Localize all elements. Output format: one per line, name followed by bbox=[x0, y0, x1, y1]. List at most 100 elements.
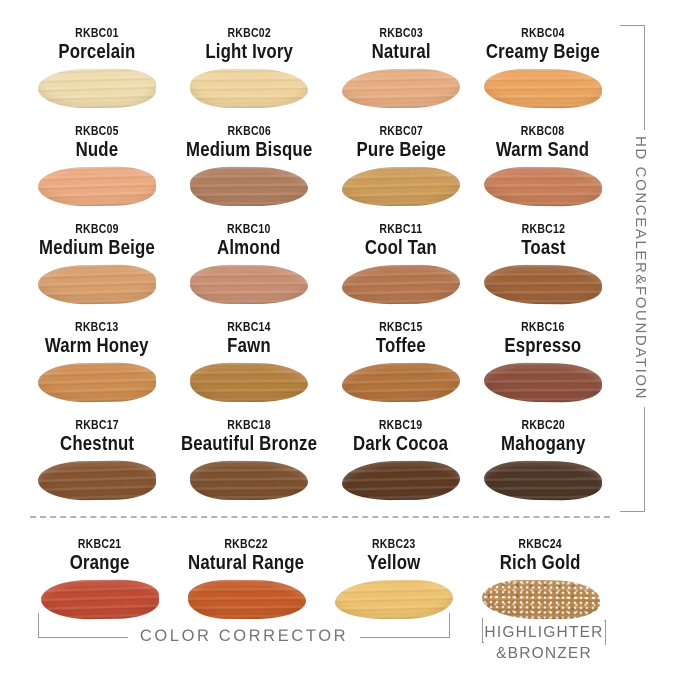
shade-swatch bbox=[341, 264, 461, 305]
shade-swatch bbox=[37, 68, 157, 109]
shade-cell: RKBC09 Medium Beige bbox=[26, 216, 168, 314]
section-divider-dashed-line bbox=[30, 516, 610, 518]
shade-code: RKBC01 bbox=[75, 26, 119, 40]
shade-swatch bbox=[37, 264, 157, 305]
shade-code: RKBC06 bbox=[227, 124, 271, 138]
shade-code: RKBC05 bbox=[75, 124, 119, 138]
shade-swatch bbox=[341, 166, 461, 207]
shade-code: RKBC10 bbox=[227, 222, 271, 236]
shade-name: Nude bbox=[75, 139, 119, 161]
shade-cell: RKBC07 Pure Beige bbox=[330, 118, 472, 216]
shade-name: Warm Sand bbox=[496, 139, 590, 161]
shade-name: Fawn bbox=[227, 335, 271, 357]
shade-name: Creamy Beige bbox=[485, 41, 601, 63]
shade-cell: RKBC10 Almond bbox=[168, 216, 330, 314]
shade-swatch bbox=[187, 579, 306, 620]
group-bracket-color-corrector: COLOR CORRECTOR bbox=[38, 612, 451, 650]
bracket-line-left bbox=[38, 612, 128, 638]
shade-name: Toffee bbox=[375, 335, 427, 357]
shade-cell: RKBC03 Natural bbox=[330, 20, 472, 118]
shade-swatch bbox=[483, 264, 603, 305]
shade-swatch bbox=[481, 579, 600, 620]
shade-code: RKBC24 bbox=[518, 537, 563, 551]
bracket-line-bottom bbox=[620, 406, 645, 513]
shade-cell: RKBC13 Warm Honey bbox=[26, 314, 168, 412]
shade-name: Porcelain bbox=[58, 41, 136, 63]
concealer-foundation-grid: RKBC01 Porcelain RKBC02 Light Ivory RKBC… bbox=[26, 20, 614, 510]
shade-cell: RKBC06 Medium Bisque bbox=[168, 118, 330, 216]
bracket-line-top bbox=[620, 25, 645, 131]
shade-cell: RKBC22 Natural Range bbox=[173, 531, 320, 629]
group-label-concealer-foundation: HD CONCEALER&FOUNDATION bbox=[632, 136, 649, 401]
shade-code: RKBC07 bbox=[379, 124, 423, 138]
shade-name: Pure Beige bbox=[356, 139, 446, 161]
corrector-highlighter-grid: RKBC21 Orange RKBC22 Natural Range RKBC2… bbox=[26, 531, 614, 629]
shade-code: RKBC13 bbox=[75, 320, 119, 334]
shade-name: Yellow bbox=[366, 552, 421, 574]
shade-cell: RKBC14 Fawn bbox=[168, 314, 330, 412]
shade-name: Warm Honey bbox=[45, 335, 149, 357]
shade-code: RKBC14 bbox=[227, 320, 271, 334]
group-bracket-concealer-foundation: HD CONCEALER&FOUNDATION bbox=[620, 25, 649, 513]
shade-name: Espresso bbox=[504, 335, 582, 357]
shade-name: Rich Gold bbox=[500, 552, 581, 574]
shade-swatch bbox=[341, 362, 461, 403]
shade-name: Toast bbox=[520, 237, 566, 259]
shade-code: RKBC17 bbox=[75, 418, 119, 432]
group-label-color-corrector: COLOR CORRECTOR bbox=[139, 626, 349, 645]
shade-swatch bbox=[483, 166, 603, 207]
shade-code: RKBC03 bbox=[379, 26, 423, 40]
shade-swatch bbox=[189, 460, 309, 501]
shade-cell: RKBC18 Beautiful Bronze bbox=[168, 412, 330, 510]
shade-code: RKBC04 bbox=[521, 26, 565, 40]
shade-name: Beautiful Bronze bbox=[180, 433, 318, 455]
shade-name: Medium Bisque bbox=[185, 139, 313, 161]
shade-cell: RKBC12 Toast bbox=[472, 216, 614, 314]
shade-cell: RKBC15 Toffee bbox=[330, 314, 472, 412]
shade-swatch bbox=[483, 460, 603, 501]
shade-code: RKBC22 bbox=[224, 537, 269, 551]
shade-code: RKBC19 bbox=[379, 418, 423, 432]
shade-name: Natural bbox=[371, 41, 431, 63]
shade-cell: RKBC24 Rich Gold bbox=[467, 531, 614, 629]
shade-name: Almond bbox=[217, 237, 281, 259]
group-label-bronzer: &BRONZER bbox=[496, 645, 592, 662]
bracket-corner-left bbox=[482, 618, 485, 643]
shade-swatch bbox=[341, 460, 461, 501]
shade-name: Chestnut bbox=[59, 433, 135, 455]
shade-code: RKBC21 bbox=[77, 537, 122, 551]
shade-code: RKBC02 bbox=[227, 26, 271, 40]
shade-code: RKBC18 bbox=[227, 418, 271, 432]
group-bracket-highlighter-bronzer: HIGHLIGHTER &BRONZER bbox=[482, 618, 606, 663]
shade-name: Natural Range bbox=[188, 552, 305, 574]
shade-name: Mahogany bbox=[500, 433, 586, 455]
shade-cell: RKBC05 Nude bbox=[26, 118, 168, 216]
shade-cell: RKBC23 Yellow bbox=[320, 531, 467, 629]
shade-name: Light Ivory bbox=[205, 41, 293, 63]
shade-name: Orange bbox=[69, 552, 130, 574]
shade-name: Dark Cocoa bbox=[353, 433, 449, 455]
shade-cell: RKBC17 Chestnut bbox=[26, 412, 168, 510]
shade-swatch bbox=[37, 166, 157, 207]
shade-code: RKBC16 bbox=[521, 320, 565, 334]
shade-code: RKBC20 bbox=[521, 418, 565, 432]
shade-cell: RKBC02 Light Ivory bbox=[168, 20, 330, 118]
shade-code: RKBC23 bbox=[371, 537, 416, 551]
shade-swatch bbox=[483, 362, 603, 403]
shade-swatch bbox=[189, 166, 309, 207]
shade-cell: RKBC21 Orange bbox=[26, 531, 173, 629]
shade-code: RKBC09 bbox=[75, 222, 119, 236]
shade-name: Medium Beige bbox=[39, 237, 155, 259]
shade-swatch bbox=[483, 68, 603, 109]
shade-swatch bbox=[37, 460, 157, 501]
group-label-highlighter: HIGHLIGHTER bbox=[484, 624, 604, 641]
shade-cell: RKBC19 Dark Cocoa bbox=[330, 412, 472, 510]
shade-code: RKBC12 bbox=[521, 222, 565, 236]
shade-swatch bbox=[189, 362, 309, 403]
shade-name: Cool Tan bbox=[365, 237, 438, 259]
shade-swatch bbox=[37, 362, 157, 403]
shade-cell: RKBC04 Creamy Beige bbox=[472, 20, 614, 118]
shade-code: RKBC11 bbox=[379, 222, 423, 236]
shade-code: RKBC15 bbox=[379, 320, 423, 334]
